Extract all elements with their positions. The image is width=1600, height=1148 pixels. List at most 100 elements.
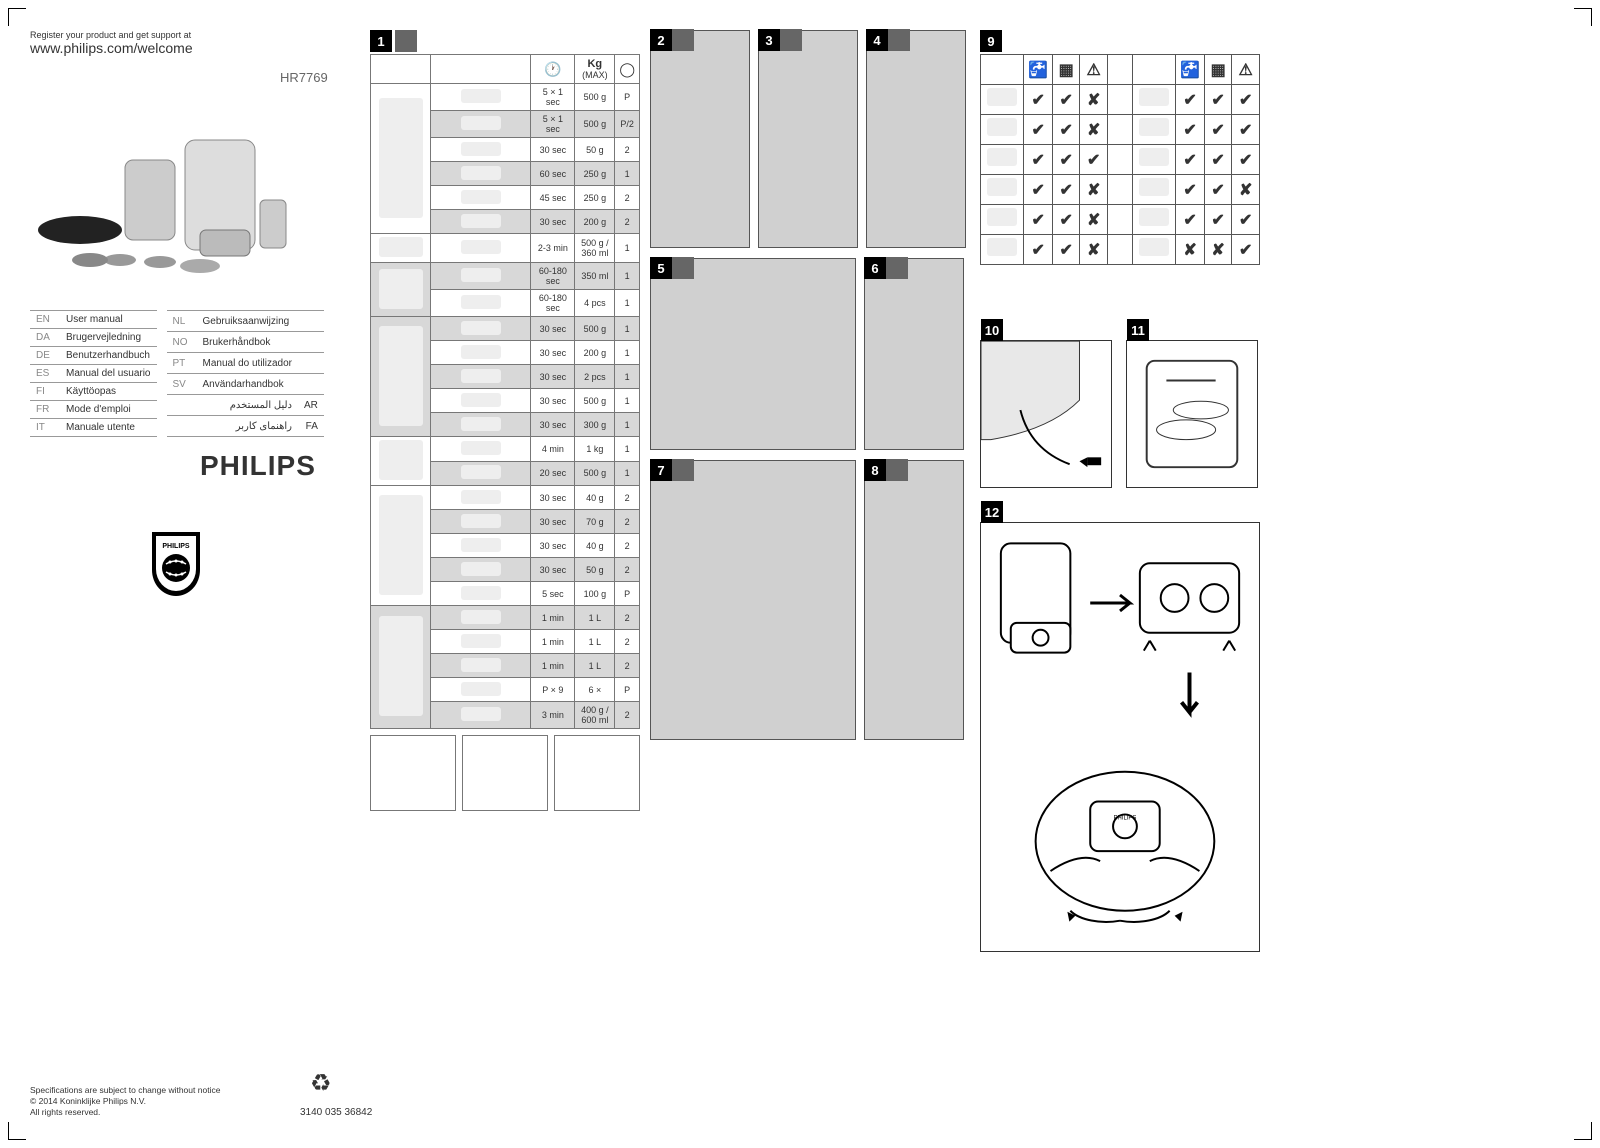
crop-mark bbox=[1574, 1122, 1592, 1140]
diagram-base bbox=[554, 735, 640, 811]
kg-icon: Kg bbox=[587, 58, 602, 70]
speed-value: 2 bbox=[615, 606, 640, 630]
quantity-value: 1 L bbox=[575, 606, 615, 630]
panel-6-icon bbox=[886, 257, 908, 279]
lang-label: Manual del usuario bbox=[60, 365, 157, 383]
time-value: 30 sec bbox=[531, 534, 575, 558]
quantity-value: 350 ml bbox=[575, 263, 615, 290]
panel-number-5: 5 bbox=[650, 257, 672, 279]
lang-code: NO bbox=[167, 332, 197, 353]
quantity-value: 1 L bbox=[575, 630, 615, 654]
tap-icon: 🚰 bbox=[1024, 55, 1052, 85]
lang-code-suffix: FA bbox=[298, 416, 324, 437]
quantity-value: 40 g bbox=[575, 534, 615, 558]
panel-7: 7 bbox=[650, 460, 856, 740]
panel-6: 6 bbox=[864, 258, 964, 450]
clean-cell: ✔ bbox=[1052, 175, 1080, 205]
clean-cell: ✔ bbox=[1052, 85, 1080, 115]
spacer bbox=[1107, 175, 1132, 205]
clean-cell: ✘ bbox=[1080, 115, 1107, 145]
quantity-value: 200 g bbox=[575, 341, 615, 365]
panel-8: 8 bbox=[864, 460, 964, 740]
time-value: 45 sec bbox=[531, 186, 575, 210]
lang-label: Gebruiksaanwijzing bbox=[197, 311, 299, 332]
speed-value: 1 bbox=[615, 317, 640, 341]
recycle-icon: ♻ bbox=[310, 1069, 332, 1098]
clean-cell: ✘ bbox=[1176, 235, 1204, 265]
speed-value: 1 bbox=[615, 263, 640, 290]
quantity-value: 500 g / 360 ml bbox=[575, 234, 615, 263]
food-illustration bbox=[431, 186, 531, 210]
lang-code: DA bbox=[30, 329, 60, 347]
panel-3: 3 bbox=[758, 30, 858, 248]
speed-value: 1 bbox=[615, 290, 640, 317]
panel-number-4: 4 bbox=[866, 29, 888, 51]
time-value: 60 sec bbox=[531, 162, 575, 186]
panel-2: 2 bbox=[650, 30, 750, 248]
speed-value: 1 bbox=[615, 162, 640, 186]
clean-cell: ✘ bbox=[1204, 235, 1232, 265]
clean-cell: ✔ bbox=[1024, 235, 1052, 265]
panel-4: 4 bbox=[866, 30, 966, 248]
panel-2-icon bbox=[672, 29, 694, 51]
panel-number-8: 8 bbox=[864, 459, 886, 481]
clean-cell: ✔ bbox=[1080, 145, 1107, 175]
panel-4-icon bbox=[888, 29, 910, 51]
clean-cell: ✔ bbox=[1024, 145, 1052, 175]
quantity-value: 1 kg bbox=[575, 437, 615, 462]
food-illustration bbox=[431, 654, 531, 678]
lang-label: Käyttöopas bbox=[60, 383, 157, 401]
speed-value: 2 bbox=[615, 630, 640, 654]
tool-illustration bbox=[371, 486, 431, 606]
speed-value: 2 bbox=[615, 558, 640, 582]
food-illustration bbox=[431, 263, 531, 290]
legal-line-1: Specifications are subject to change wit… bbox=[30, 1085, 220, 1096]
lang-label: Brukerhåndbok bbox=[197, 332, 299, 353]
tool-illustration bbox=[371, 437, 431, 486]
time-value: 4 min bbox=[531, 437, 575, 462]
clean-cell: ✔ bbox=[1232, 115, 1260, 145]
clean-cell: ✔ bbox=[1176, 145, 1204, 175]
register-text: Register your product and get support at bbox=[30, 30, 193, 40]
food-illustration bbox=[431, 582, 531, 606]
clean-cell: ✔ bbox=[1024, 175, 1052, 205]
time-value: 30 sec bbox=[531, 210, 575, 234]
quantity-value: 1 L bbox=[575, 654, 615, 678]
part-illustration bbox=[1132, 115, 1175, 145]
panel-number-6: 6 bbox=[864, 257, 886, 279]
lang-label: User manual bbox=[60, 311, 157, 329]
part-illustration bbox=[981, 235, 1024, 265]
cleaning-table: 🚰 ▦ ⚠ 🚰 ▦ ⚠ ✔✔✘✔✔✔✔✔✘✔✔✔✔✔✔✔✔✔✔✔✘✔✔✘✔✔✘✔… bbox=[980, 54, 1260, 265]
speed-value: P bbox=[615, 582, 640, 606]
part-illustration bbox=[981, 115, 1024, 145]
part-illustration bbox=[1132, 205, 1175, 235]
food-illustration bbox=[431, 84, 531, 111]
quantity-value: 500 g bbox=[575, 461, 615, 486]
quantity-value: 2 pcs bbox=[575, 365, 615, 389]
time-value: 30 sec bbox=[531, 341, 575, 365]
clock-icon: 🕐 bbox=[544, 61, 561, 77]
clean-cell: ✔ bbox=[1176, 205, 1204, 235]
food-illustration bbox=[431, 510, 531, 534]
food-illustration bbox=[431, 413, 531, 437]
part-illustration bbox=[1132, 85, 1175, 115]
language-table-right: NLGebruiksaanwijzingNOBrukerhåndbokPTMan… bbox=[167, 310, 324, 437]
speed-value: 2 bbox=[615, 654, 640, 678]
lang-label: Benutzerhandbuch bbox=[60, 347, 157, 365]
panel-number-12: 12 bbox=[981, 501, 1003, 523]
speed-value: 2 bbox=[615, 210, 640, 234]
time-value: 3 min bbox=[531, 702, 575, 729]
speed-value: 1 bbox=[615, 341, 640, 365]
speed-value: 1 bbox=[615, 461, 640, 486]
clean-cell: ✔ bbox=[1024, 115, 1052, 145]
panel-1-footer-diagrams bbox=[370, 735, 640, 811]
clean-cell: ✔ bbox=[1232, 85, 1260, 115]
speed-value: P bbox=[615, 84, 640, 111]
quantity-value: 50 g bbox=[575, 558, 615, 582]
crop-mark bbox=[1574, 8, 1592, 26]
lang-code: IT bbox=[30, 419, 60, 437]
spacer bbox=[1107, 115, 1132, 145]
tap-icon: 🚰 bbox=[1176, 55, 1204, 85]
speed-value: 1 bbox=[615, 389, 640, 413]
quantity-value: 50 g bbox=[575, 138, 615, 162]
